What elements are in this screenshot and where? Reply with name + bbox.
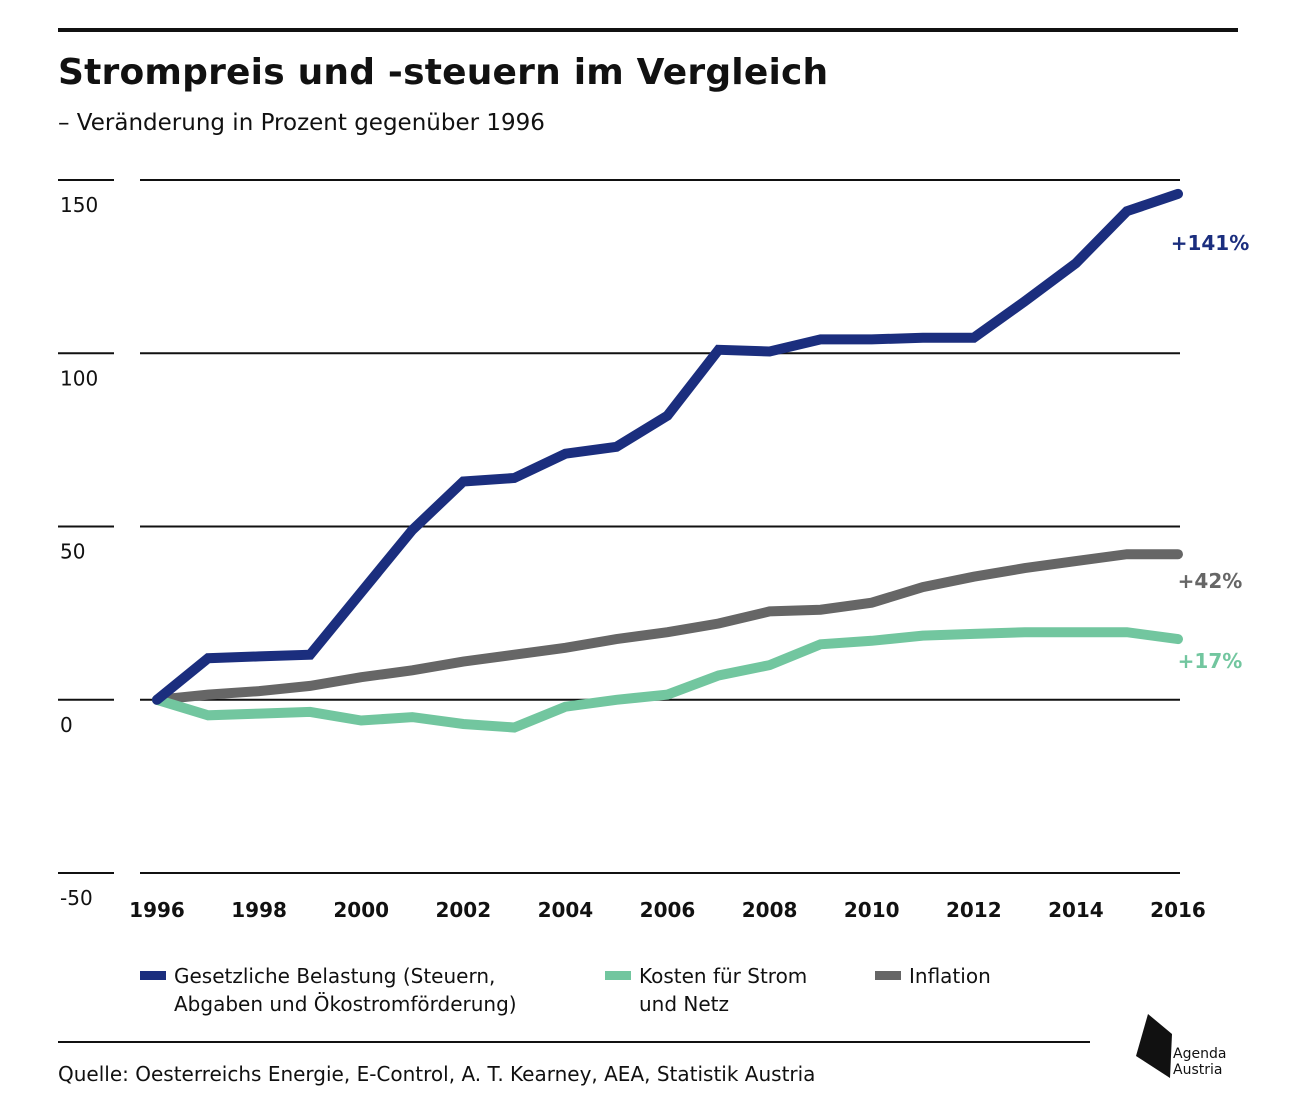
legend-item: Inflation: [875, 962, 1035, 990]
chart-title: Strompreis und -steuern im Vergleich: [58, 52, 829, 93]
end-value-label: +141%: [1171, 231, 1250, 255]
x-tick-label: 2010: [844, 898, 900, 922]
y-tick-label: 100: [60, 366, 98, 390]
top-rule: [58, 28, 1238, 32]
y-tick-label: 150: [60, 193, 98, 217]
x-tick-label: 1998: [231, 898, 287, 922]
legend-label-line: Abgaben und Ökostromförderung): [174, 992, 517, 1016]
logo-text: Agenda Austria: [1173, 1046, 1227, 1078]
legend-label-line: Inflation: [909, 964, 991, 988]
x-tick-label: 2012: [946, 898, 1002, 922]
legend-label-line: Kosten für Strom: [639, 964, 808, 988]
legend-label: Inflation: [909, 962, 991, 990]
line-chart: 150 100 50 0 -50 1996 1998 2000 2002 2004 2006 2008…: [58, 179, 1250, 922]
legend-item: Gesetzliche Belastung (Steuern, Abgaben u…: [140, 962, 580, 1018]
legend-item: Kosten für Strom und Netz: [605, 962, 845, 1018]
series-line-inflation: [152, 549, 1183, 705]
series-line-kosten-strom-netz: [152, 627, 1183, 733]
y-tick-label: 0: [60, 713, 73, 737]
legend-label-line: Gesetzliche Belastung (Steuern,: [174, 964, 496, 988]
logo-mark-icon: [1136, 1014, 1172, 1078]
bottom-rule: [58, 1041, 1090, 1043]
legend-label: Gesetzliche Belastung (Steuern, Abgaben u…: [174, 962, 517, 1018]
series-line-gesetzliche-belastung: [152, 188, 1183, 705]
x-tick-label: 1996: [129, 898, 185, 922]
legend-swatch: [605, 971, 631, 980]
x-tick-label: 2000: [333, 898, 389, 922]
chart-subtitle: – Veränderung in Prozent gegenüber 1996: [58, 110, 545, 136]
end-value-label: +42%: [1178, 569, 1243, 593]
legend-label-line: und Netz: [639, 992, 730, 1016]
x-tick-label: 2008: [742, 898, 798, 922]
x-tick-label: 2014: [1048, 898, 1104, 922]
x-tick-label: 2002: [435, 898, 491, 922]
legend-label: Kosten für Strom und Netz: [639, 962, 807, 1018]
legend-swatch: [875, 971, 901, 980]
x-tick-label: 2016: [1150, 898, 1206, 922]
x-tick-label: 2006: [640, 898, 696, 922]
source-note: Quelle: Oesterreichs Energie, E-Control,…: [58, 1062, 816, 1086]
y-tick-label: 50: [60, 540, 85, 564]
legend-swatch: [140, 971, 166, 980]
y-tick-label: -50: [60, 886, 93, 910]
agenda-austria-logo: Agenda Austria: [1130, 1012, 1240, 1082]
x-tick-label: 2004: [538, 898, 594, 922]
end-value-label: +17%: [1178, 649, 1243, 673]
